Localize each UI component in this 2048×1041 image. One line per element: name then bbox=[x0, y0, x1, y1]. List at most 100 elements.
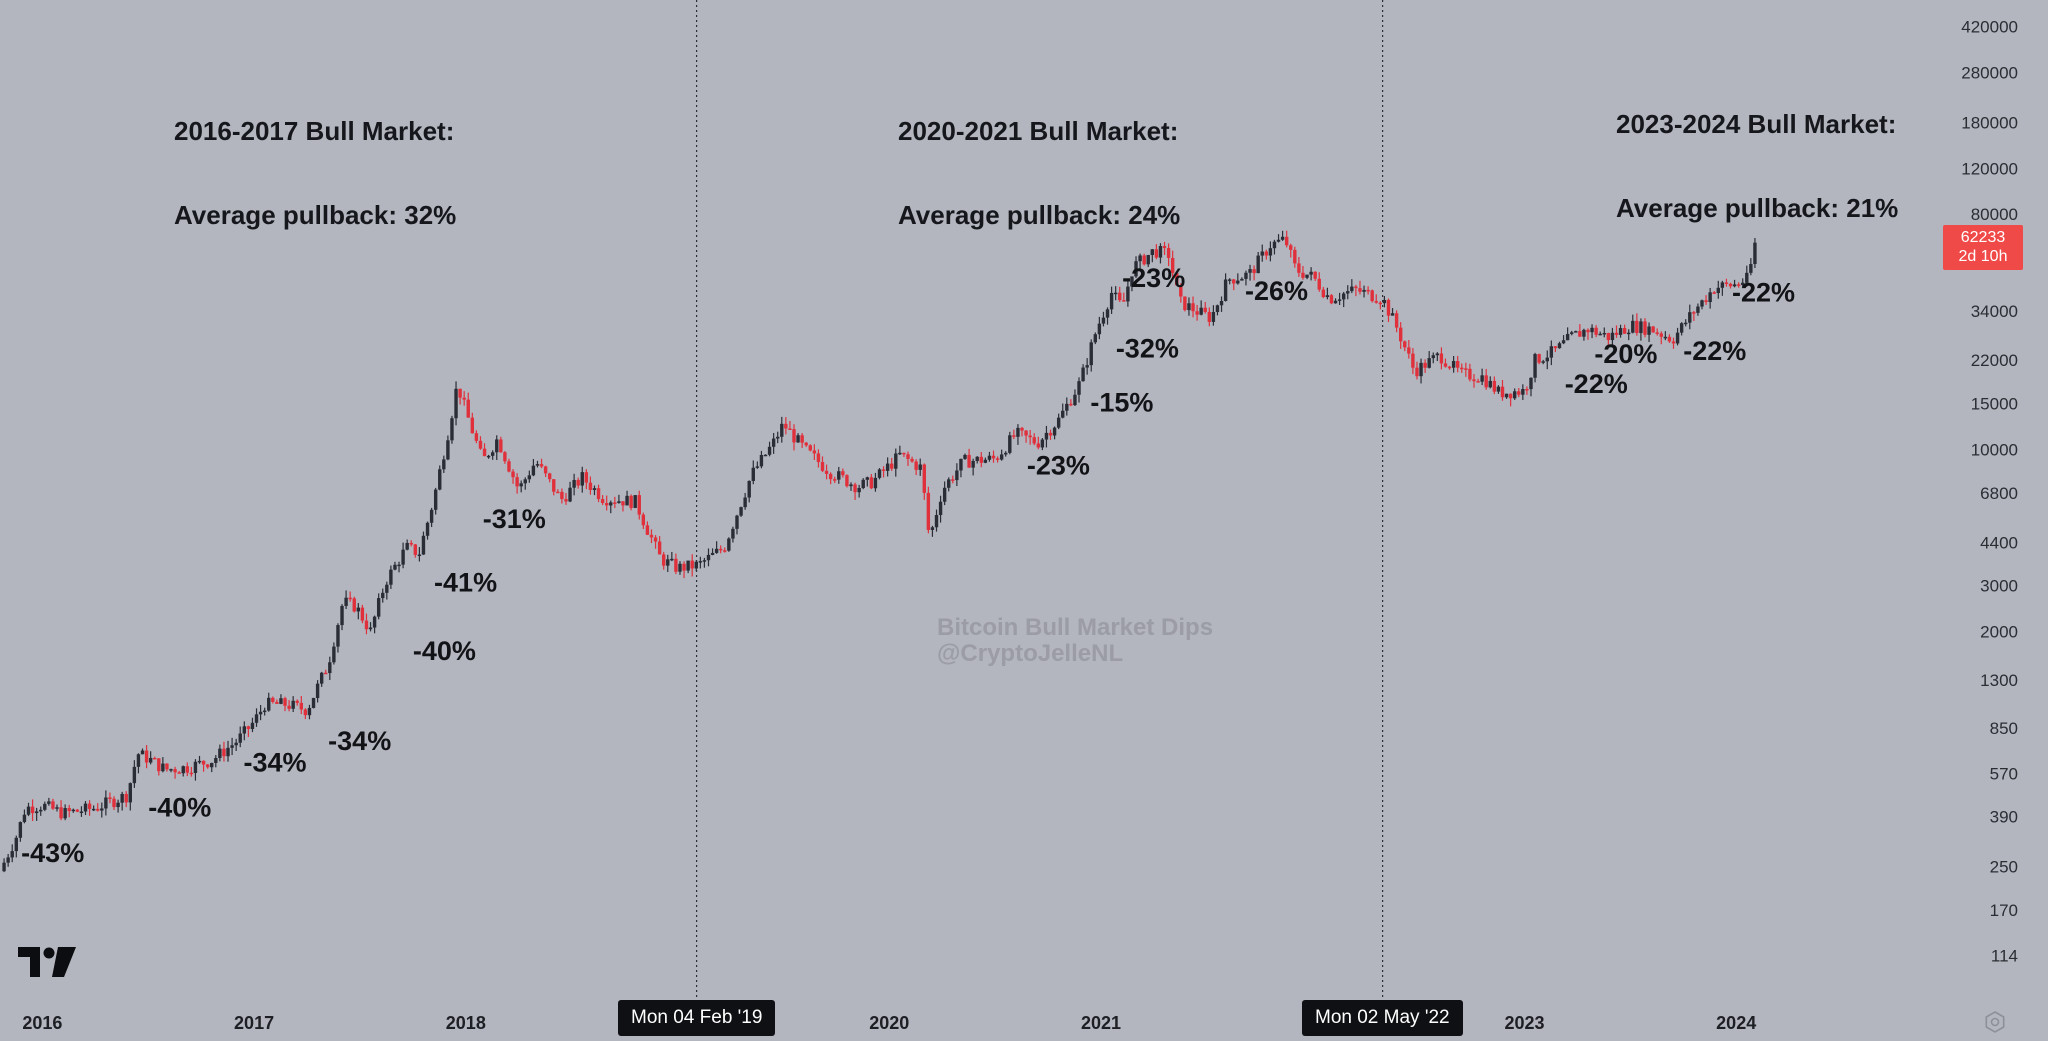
candle bbox=[719, 545, 723, 554]
candle bbox=[1614, 325, 1619, 338]
candle bbox=[942, 481, 947, 506]
candle bbox=[328, 656, 332, 681]
candle bbox=[364, 613, 369, 635]
candle bbox=[1154, 244, 1159, 260]
candle bbox=[661, 551, 666, 570]
candle bbox=[1126, 279, 1130, 307]
candle bbox=[702, 557, 707, 568]
candle bbox=[613, 496, 617, 509]
candle bbox=[132, 760, 137, 788]
candle bbox=[743, 492, 747, 510]
candle bbox=[617, 494, 621, 504]
candle bbox=[22, 809, 27, 824]
candle bbox=[262, 707, 267, 716]
candle bbox=[267, 692, 271, 712]
time-axis-tick: 2021 bbox=[1081, 1013, 1121, 1033]
price-axis-tick: 6800 bbox=[1980, 484, 2018, 503]
candle bbox=[1329, 293, 1334, 305]
candle bbox=[1606, 332, 1611, 347]
candle bbox=[816, 449, 821, 468]
candle bbox=[1284, 230, 1289, 248]
candle bbox=[1464, 362, 1468, 377]
candle bbox=[519, 480, 523, 493]
candle bbox=[1631, 314, 1635, 334]
candle bbox=[393, 561, 397, 571]
candle bbox=[1647, 322, 1651, 342]
candle bbox=[1244, 270, 1248, 286]
candle bbox=[1162, 241, 1167, 255]
candle bbox=[1256, 251, 1260, 274]
time-axis-tick: 2024 bbox=[1716, 1013, 1756, 1033]
candle bbox=[226, 740, 230, 762]
candle bbox=[173, 766, 177, 779]
candle bbox=[547, 472, 552, 483]
candle bbox=[1346, 285, 1350, 300]
candle bbox=[1195, 304, 1199, 321]
candle bbox=[1508, 393, 1513, 407]
candle bbox=[796, 433, 800, 443]
pullback-annotation: -40% bbox=[413, 636, 476, 666]
candle bbox=[596, 484, 601, 503]
candle bbox=[75, 808, 80, 813]
candle bbox=[1077, 377, 1081, 403]
candle bbox=[458, 388, 462, 405]
candle bbox=[1468, 363, 1472, 382]
candle bbox=[352, 596, 356, 613]
bull-market-pullback: Average pullback: 32% bbox=[174, 200, 457, 230]
settings-icon[interactable] bbox=[1983, 1010, 2007, 1034]
candle bbox=[837, 466, 841, 484]
candle bbox=[185, 762, 190, 777]
candle bbox=[148, 751, 153, 765]
price-axis-tick: 34000 bbox=[1971, 302, 2018, 321]
candle bbox=[450, 415, 454, 444]
candle bbox=[1158, 243, 1163, 264]
watermark-title: Bitcoin Bull Market Dips bbox=[937, 614, 1214, 641]
candle bbox=[153, 756, 157, 760]
candle bbox=[287, 700, 291, 712]
pullback-annotation: -22% bbox=[1565, 369, 1628, 399]
candle bbox=[433, 487, 438, 515]
candle bbox=[1227, 278, 1232, 285]
candle bbox=[1289, 243, 1293, 258]
candle bbox=[372, 615, 377, 634]
candle bbox=[1362, 285, 1366, 298]
candle bbox=[1655, 328, 1659, 336]
candle bbox=[486, 454, 491, 459]
candle bbox=[649, 529, 654, 544]
tradingview-logo-icon[interactable] bbox=[18, 945, 78, 979]
price-axis[interactable]: 420000 280000 180000 120000 80000 34000 22000 1… bbox=[1961, 18, 2018, 966]
candle bbox=[1309, 267, 1313, 281]
candle bbox=[881, 466, 886, 478]
time-axis[interactable]: 201620172018202020212023202420 bbox=[22, 1013, 1756, 1033]
candle bbox=[812, 444, 817, 460]
candle bbox=[1708, 288, 1712, 309]
candle bbox=[653, 535, 658, 549]
candle bbox=[1549, 340, 1554, 366]
candle bbox=[841, 468, 845, 478]
candle bbox=[535, 460, 540, 468]
candle bbox=[1321, 286, 1326, 299]
candle bbox=[283, 696, 287, 712]
candle bbox=[47, 797, 51, 806]
price-axis-tick: 570 bbox=[1990, 764, 2018, 783]
last-price-badge[interactable]: 62233 2d 10h bbox=[1943, 225, 2023, 270]
candle bbox=[1240, 277, 1244, 281]
candle bbox=[1671, 337, 1676, 349]
candle bbox=[1411, 348, 1415, 375]
candle bbox=[1130, 276, 1134, 292]
candle bbox=[1020, 426, 1024, 437]
time-axis-tick: 2023 bbox=[1504, 1013, 1544, 1033]
candle bbox=[922, 463, 926, 500]
candle bbox=[1529, 377, 1533, 397]
candle bbox=[1415, 361, 1419, 380]
pullback-annotation: -43% bbox=[21, 838, 84, 868]
candle bbox=[706, 548, 711, 567]
candle bbox=[674, 553, 678, 575]
candle bbox=[1069, 399, 1073, 407]
candle bbox=[1407, 339, 1411, 359]
candle bbox=[975, 456, 979, 464]
candle bbox=[1521, 384, 1525, 401]
candle bbox=[999, 449, 1004, 461]
